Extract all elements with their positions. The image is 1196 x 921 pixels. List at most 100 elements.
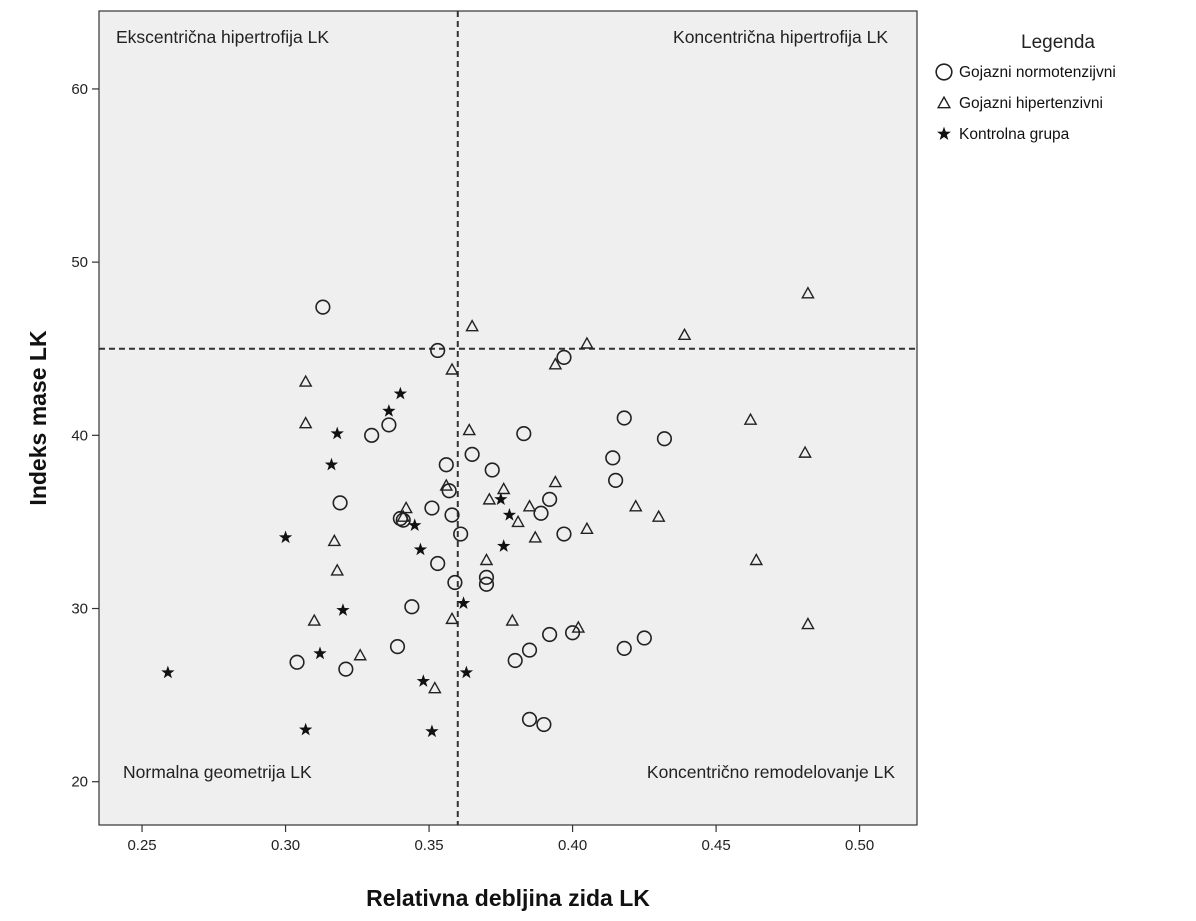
legend-marker-circle (935, 63, 953, 81)
data-point-triangle (522, 499, 537, 512)
data-point-triangle (330, 563, 345, 576)
y-axis: 20 30 40 50 60 (71, 81, 99, 791)
data-point-circle (521, 711, 538, 727)
data-point-star (161, 665, 175, 679)
data-point-star (494, 492, 508, 506)
data-point-star (459, 665, 474, 679)
data-point-triangle (327, 533, 342, 547)
data-point-star (382, 404, 396, 417)
data-point-star (502, 507, 517, 521)
data-points (161, 286, 815, 738)
data-point-triangle (428, 681, 442, 694)
data-point-circle (507, 652, 523, 669)
data-point-triangle (445, 362, 459, 375)
quadrant-label-top-right: Koncentrična hipertrofija LK (673, 27, 888, 47)
data-point-circle (556, 526, 572, 542)
quadrant-label-bottom-left: Normalna geometrija LK (123, 762, 312, 782)
data-point-circle (521, 642, 538, 658)
data-point-circle (536, 716, 552, 733)
data-point-triangle (749, 552, 764, 566)
y-tick-label: 60 (71, 81, 88, 98)
data-point-triangle (353, 648, 367, 661)
quadrant-label-bottom-right: Koncentrično remodelovanje LK (647, 762, 895, 782)
data-point-star (416, 674, 430, 687)
legend-marker-star (937, 126, 951, 140)
data-point-star (330, 426, 344, 440)
data-point-triangle (571, 620, 586, 633)
data-point-star (393, 386, 408, 400)
legend-label: Kontrolna grupa (959, 126, 1070, 143)
data-point-circle (616, 640, 632, 656)
data-point-star (313, 646, 327, 660)
data-point-circle (484, 462, 500, 478)
legend-title: Legenda (1021, 32, 1095, 53)
x-tick-label: 0.45 (701, 837, 730, 854)
data-point-triangle (439, 478, 454, 491)
data-point-triangle (651, 509, 666, 522)
data-point-triangle (399, 501, 413, 514)
data-point-circle (605, 450, 621, 466)
data-point-circle (533, 505, 549, 521)
y-tick-label: 20 (71, 774, 88, 791)
data-point-triangle (548, 357, 563, 370)
data-point-circle (364, 427, 380, 443)
data-point-circle (636, 630, 652, 646)
legend-label: Gojazni hipertenzivni (959, 95, 1103, 112)
data-point-triangle (801, 617, 815, 630)
data-point-circle (381, 417, 397, 433)
data-point-triangle (465, 319, 479, 332)
data-point-circle (389, 639, 406, 655)
data-point-circle (616, 410, 632, 426)
data-point-triangle (743, 412, 758, 425)
data-point-triangle (511, 514, 525, 528)
data-point-circle (404, 599, 420, 615)
data-point-triangle (482, 492, 497, 505)
y-tick-label: 40 (71, 427, 88, 444)
data-point-triangle (628, 499, 643, 512)
data-point-circle (542, 626, 558, 643)
data-point-triangle (505, 613, 520, 626)
data-point-circle (656, 431, 673, 447)
legend-marker-triangle (936, 95, 952, 109)
data-point-triangle (580, 521, 594, 535)
data-point-triangle (396, 509, 411, 522)
x-tick-label: 0.30 (271, 837, 300, 854)
data-point-star (278, 530, 293, 544)
data-point-triangle (496, 481, 511, 495)
data-point-star (299, 722, 313, 736)
legend-label: Gojazni normotenzijvni (959, 64, 1116, 81)
data-point-circle (315, 299, 331, 315)
data-point-circle (289, 654, 305, 670)
data-point-circle (332, 495, 348, 511)
plot-area (98, 10, 918, 826)
data-point-triangle (479, 552, 494, 566)
data-point-triangle (528, 530, 543, 543)
data-point-triangle (298, 374, 313, 387)
data-point-triangle (580, 336, 594, 349)
y-axis-title: Indeks mase LK (25, 330, 51, 506)
data-point-triangle (445, 611, 459, 625)
data-point-triangle (307, 613, 322, 626)
data-point-star (425, 724, 439, 738)
data-point-star (413, 542, 428, 556)
data-point-circle (516, 425, 532, 442)
data-point-circle (453, 526, 469, 542)
data-point-star (324, 457, 339, 471)
x-tick-label: 0.50 (845, 837, 874, 854)
data-point-star (497, 539, 511, 552)
x-tick-label: 0.35 (414, 837, 443, 854)
data-point-triangle (677, 327, 692, 341)
x-tick-label: 0.40 (558, 837, 587, 854)
quadrant-label-top-left: Ekscentrična hipertrofija LK (116, 27, 329, 47)
data-point-circle (478, 576, 495, 592)
data-point-circle (444, 507, 460, 523)
y-tick-label: 50 (71, 254, 88, 271)
x-axis: 0.25 0.30 0.35 0.40 0.45 0.50 (127, 825, 874, 854)
x-axis-title: Relativna debljina zida LK (366, 885, 650, 911)
data-point-circle (542, 491, 558, 508)
data-point-star (336, 603, 350, 616)
data-point-triangle (798, 445, 812, 458)
data-point-triangle (462, 423, 477, 436)
data-point-triangle (801, 286, 815, 299)
